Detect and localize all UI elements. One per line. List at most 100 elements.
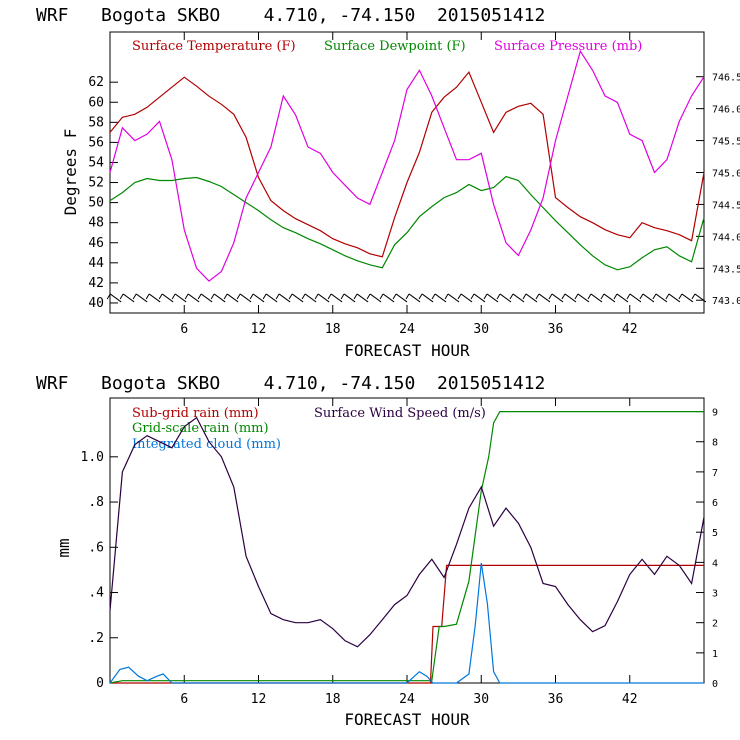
wind-barb [145,293,150,300]
wind-barb [460,293,473,303]
wind-barb [444,293,449,300]
chart-panel-1: WRF Bogota SKBO 4.710, -74.150 201505141… [36,5,740,360]
x-tick-label: 30 [473,322,489,337]
y-axis-label: Degrees F [61,129,80,216]
y-tick-label: 46 [88,236,104,251]
wind-barb [564,293,577,303]
y-tick-label: 48 [88,216,104,231]
y2-tick-label: 6 [712,498,718,509]
wind-barb [278,293,291,303]
wind-barb [639,293,644,300]
x-tick-label: 12 [251,322,267,337]
wind-barb [600,293,605,300]
y2-tick-label: 1 [712,649,718,660]
series-line-2-4 [109,416,705,648]
wind-barb [668,293,681,303]
y2-tick-label: 743.5 [712,264,740,275]
wind-barb [470,293,475,300]
wind-barb [330,293,343,303]
wind-barb [262,293,267,300]
wind-barb [210,293,215,300]
wind-barb [379,293,384,300]
wind-barb [483,293,488,300]
y-tick-label: 62 [88,75,104,90]
y-tick-label: 0 [96,676,104,691]
wind-barb [226,293,239,303]
chart-title: WRF Bogota SKBO 4.710, -74.150 201505141… [36,5,545,26]
wind-barb [590,293,603,303]
x-tick-label: 36 [548,322,564,337]
wind-barb [252,293,265,303]
wind-barb [327,293,332,300]
wind-barb [678,293,683,300]
wind-barb [499,293,512,303]
y-tick-label: 40 [88,296,104,311]
series-line-2-3 [109,563,704,684]
y-tick-label: .6 [88,540,104,555]
wind-barb [603,293,616,303]
y2-tick-label: 9 [712,408,718,419]
wind-barb [392,293,397,300]
y2-tick-label: 2 [712,619,718,630]
wind-barb [522,293,527,300]
wind-barb [681,293,694,303]
wind-barb [200,293,213,303]
wind-barb [691,293,696,300]
y2-tick-label: 8 [712,438,718,449]
wind-barb [161,293,174,303]
x-tick-label: 6 [180,322,188,337]
wind-barb [616,293,629,303]
wind-barb [548,293,553,300]
series-line-2-2 [109,411,704,684]
wind-barb [187,293,200,303]
y2-tick-label: 743.0 [712,296,740,307]
y-tick-label: .4 [88,586,104,601]
wind-barb [122,293,135,303]
wind-barb [587,293,592,300]
wind-barb [119,293,124,300]
y-tick-label: 44 [88,256,104,271]
x-tick-label: 18 [325,692,341,707]
chart-panel-2: WRF Bogota SKBO 4.710, -74.150 201505141… [36,373,718,729]
wind-barb [171,293,176,300]
wind-barb [626,293,631,300]
wind-barb [314,293,319,300]
x-tick-label: 12 [251,692,267,707]
wind-barbs [106,293,707,303]
wind-barb [340,293,345,300]
y2-tick-label: 746.0 [712,105,740,116]
wind-barb [353,293,358,300]
wind-barb [197,293,202,300]
wind-barb [236,293,241,300]
wind-barb [629,293,642,303]
y-axis-label: mm [54,538,73,557]
x-axis-label: FORECAST HOUR [344,710,470,729]
wind-barb [239,293,252,303]
wind-barb [223,293,228,300]
y2-tick-label: 745.5 [712,137,740,148]
wind-barb [538,293,551,303]
x-tick-label: 6 [180,692,188,707]
x-axis-label: FORECAST HOUR [344,341,470,360]
legend-entry: Surface Dewpoint (F) [324,39,466,54]
y2-tick-label: 5 [712,528,718,539]
legend-entry: Integrated cloud (mm) [132,437,281,452]
wind-barb [613,293,618,300]
y2-tick-label: 746.5 [712,73,740,84]
wind-barb [577,293,590,303]
wind-barb [148,293,161,303]
chart-title: WRF Bogota SKBO 4.710, -74.150 201505141… [36,373,545,394]
wind-barb [184,293,189,300]
y2-tick-label: 7 [712,468,718,479]
wind-barb [304,293,317,303]
y-tick-label: 56 [88,135,104,150]
wind-barb [343,293,356,303]
wind-barb [509,293,514,300]
legend-entry: Grid-scale rain (mm) [132,421,269,436]
y-tick-label: 54 [88,155,104,170]
wind-barb [431,293,436,300]
wind-barb [535,293,540,300]
wind-barb [265,293,278,303]
series-line-1-1 [109,70,705,258]
x-tick-label: 18 [325,322,341,337]
